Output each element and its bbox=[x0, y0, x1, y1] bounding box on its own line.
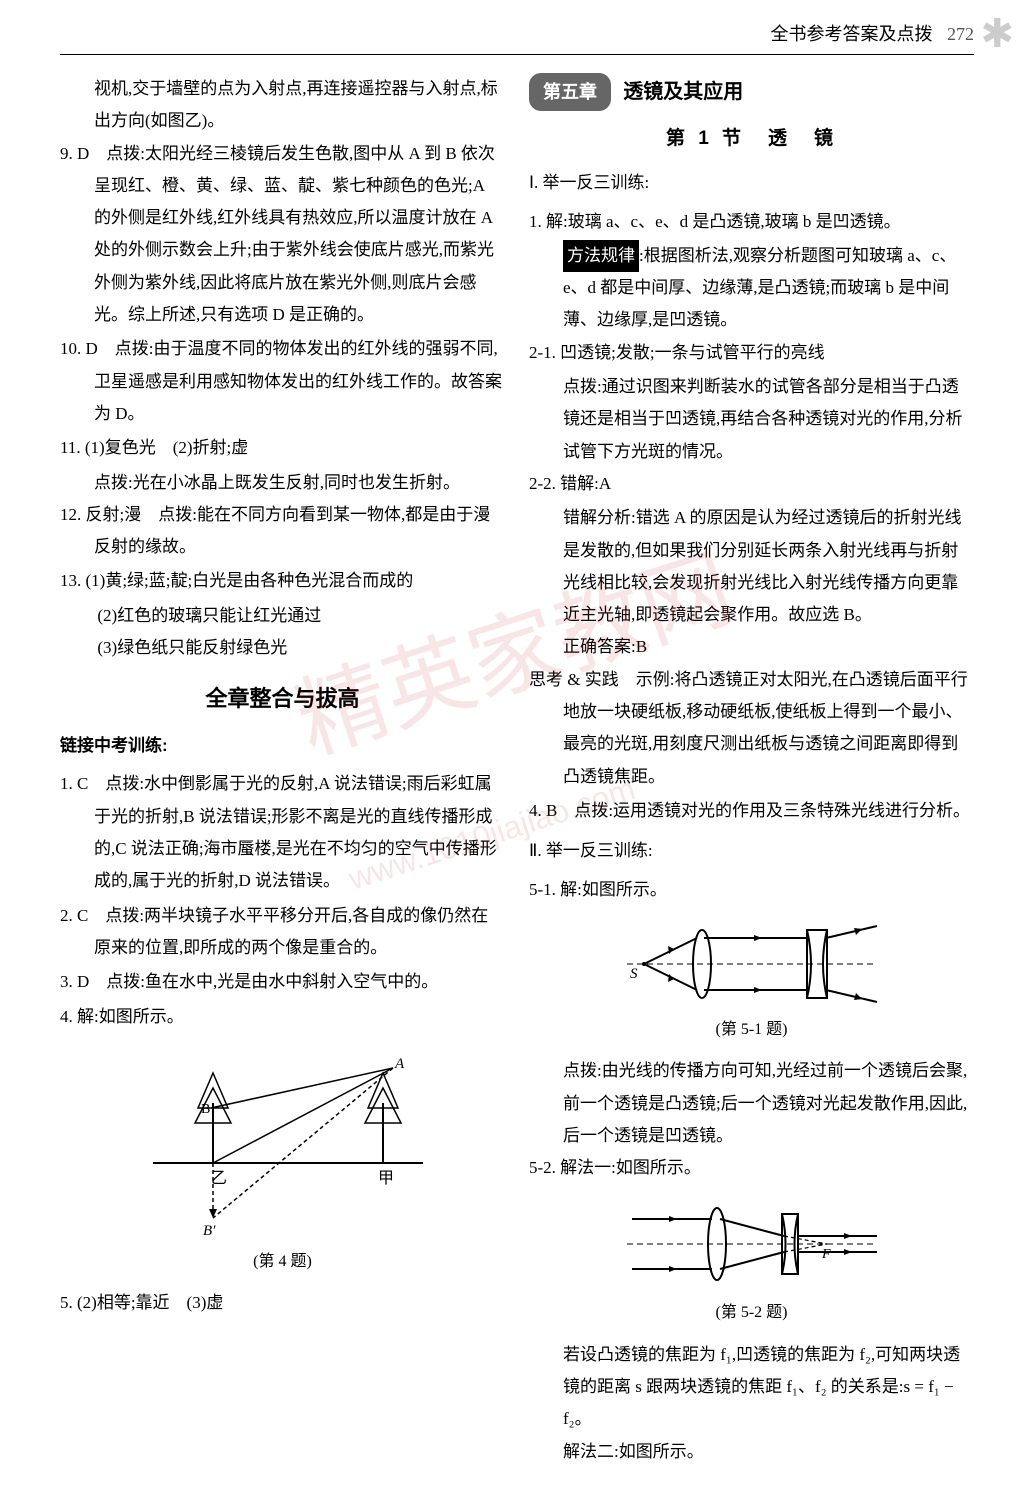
r-answer-4: 4. B 点拨:运用透镜对光的作用及三条特殊光线进行分析。 bbox=[529, 795, 974, 827]
figure-4: B 乙 甲 A B′ bbox=[60, 1043, 505, 1277]
zk-answer-3: 3. D 点拨:鱼在水中,光是由水中斜射入空气中的。 bbox=[60, 966, 505, 998]
figure-5-2: F (第 5-2 题) bbox=[529, 1194, 974, 1328]
figure-5-1: S (第 5- bbox=[529, 916, 974, 1045]
figure-4-svg: B 乙 甲 A B′ bbox=[133, 1043, 433, 1243]
page-number: 272 bbox=[947, 24, 974, 45]
chapter-title: 透镜及其应用 bbox=[623, 73, 743, 111]
section-1-title: 第 1 节 透 镜 bbox=[529, 121, 974, 157]
answer-13-1: 13. (1)黄;绿;蓝;靛;白光是由各种色光混合而成的 bbox=[60, 565, 505, 597]
chapter-badge: 第五章 bbox=[529, 73, 611, 111]
answer-11: 11. (1)复色光 (2)折射;虚 bbox=[60, 432, 505, 464]
r-answer-2-1: 2-1. 凹透镜;发散;一条与试管平行的亮线 bbox=[529, 337, 974, 369]
training-2-head: Ⅱ. 举一反三训练: bbox=[529, 835, 974, 867]
figure-4-caption: (第 4 题) bbox=[60, 1247, 505, 1277]
header-title: 全书参考答案及点拨 bbox=[771, 24, 933, 44]
svg-text:S: S bbox=[630, 966, 638, 982]
zk-answer-4: 4. 解:如图所示。 bbox=[60, 1001, 505, 1033]
r-answer-2-1-hint: 点拨:通过识图来判断装水的试管各部分是相当于凸透镜还是相当于凹透镜,再结合各种透… bbox=[529, 371, 974, 468]
zk-answer-1: 1. C 点拨:水中倒影属于光的反射,A 说法错误;雨后彩虹属于光的折射,B 说… bbox=[60, 768, 505, 897]
r-answer-1: 1. 解:玻璃 a、c、e、d 是凸透镜,玻璃 b 是凹透镜。 bbox=[529, 206, 974, 238]
svg-text:B′: B′ bbox=[203, 1223, 216, 1239]
answer-10: 10. D 点拨:由于温度不同的物体发出的红外线的强弱不同,卫星遥感是利用感知物… bbox=[60, 333, 505, 430]
page-header: 全书参考答案及点拨 272 bbox=[60, 20, 974, 55]
left-column: 视机,交于墙壁的点为入射点,再连接遥控器与入射点,标出方向(如图乙)。 9. D… bbox=[60, 73, 505, 1468]
zk-answer-5: 5. (2)相等;靠近 (3)虚 bbox=[60, 1287, 505, 1319]
svg-text:甲: 甲 bbox=[378, 1170, 394, 1187]
svg-text:A: A bbox=[394, 1056, 405, 1072]
r-answer-5-1-hint: 点拨:由光线的传播方向可知,光经过前一个透镜后会聚,前一个透镜是凸透镜;后一个透… bbox=[529, 1055, 974, 1152]
zhongkao-training-head: 链接中考训练: bbox=[60, 730, 505, 762]
page-container: 全书参考答案及点拨 272 视机,交于墙壁的点为入射点,再连接遥控器与入射点,标… bbox=[0, 0, 1024, 1488]
think-practice: 思考 & 实践 示例:将凸透镜正对太阳光,在凸透镜后面平行地放一块硬纸板,移动硬… bbox=[529, 664, 974, 793]
answer-13-2: (2)红色的玻璃只能让红光通过 bbox=[60, 600, 505, 632]
r-answer-2-2-explain: 错解分析:错选 A 的原因是认为经过透镜后的折射光线是发散的,但如果我们分别延长… bbox=[529, 502, 974, 631]
figure-5-2-caption: (第 5-2 题) bbox=[529, 1298, 974, 1328]
figure-5-1-caption: (第 5-1 题) bbox=[529, 1015, 974, 1045]
right-column: 第五章 透镜及其应用 第 1 节 透 镜 Ⅰ. 举一反三训练: 1. 解:玻璃 … bbox=[529, 73, 974, 1468]
svg-text:B: B bbox=[201, 1102, 210, 1117]
r-answer-1-method: 方法规律:根据图析法,观察分析题图可知玻璃 a、c、e、d 都是中间厚、边缘薄,… bbox=[529, 240, 974, 337]
chapter-header: 第五章 透镜及其应用 bbox=[529, 73, 974, 111]
answer-13-3: (3)绿色纸只能反射绿色光 bbox=[60, 632, 505, 664]
r-answer-5-2-method2: 解法二:如图所示。 bbox=[529, 1436, 974, 1468]
r-answer-5-2-text: 若设凸透镜的焦距为 f₁,凹透镜的焦距为 f₂,可知两块透镜的距离 s 跟两块透… bbox=[529, 1339, 974, 1436]
section-title-integration: 全章整合与拔高 bbox=[60, 678, 505, 720]
two-column-layout: 视机,交于墙壁的点为入射点,再连接遥控器与入射点,标出方向(如图乙)。 9. D… bbox=[60, 73, 974, 1468]
answer-11-hint: 点拨:光在小冰晶上既发生反射,同时也发生折射。 bbox=[60, 467, 505, 499]
r-answer-2-2-correct: 正确答案:B bbox=[529, 631, 974, 663]
answer-12: 12. 反射;漫 点拨:能在不同方向看到某一物体,都是由于漫反射的缘故。 bbox=[60, 499, 505, 564]
r-answer-2-2: 2-2. 错解:A bbox=[529, 468, 974, 500]
figure-5-1-svg: S bbox=[622, 916, 882, 1011]
figure-5-2-svg: F bbox=[622, 1194, 882, 1294]
corner-decoration: ✱ bbox=[980, 10, 1014, 57]
zk-answer-2: 2. C 点拨:两半块镜子水平平移分开后,各自成的像仍然在原来的位置,即所成的两… bbox=[60, 900, 505, 965]
method-label: 方法规律 bbox=[563, 240, 639, 272]
r-answer-5-2: 5-2. 解法一:如图所示。 bbox=[529, 1152, 974, 1184]
training-1-head: Ⅰ. 举一反三训练: bbox=[529, 167, 974, 199]
r-answer-5-1: 5-1. 解:如图所示。 bbox=[529, 874, 974, 906]
answer-9: 9. D 点拨:太阳光经三棱镜后发生色散,图中从 A 到 B 依次呈现红、橙、黄… bbox=[60, 138, 505, 332]
prev-page-continuation: 视机,交于墙壁的点为入射点,再连接遥控器与入射点,标出方向(如图乙)。 bbox=[60, 73, 505, 138]
svg-text:F: F bbox=[821, 1247, 831, 1262]
